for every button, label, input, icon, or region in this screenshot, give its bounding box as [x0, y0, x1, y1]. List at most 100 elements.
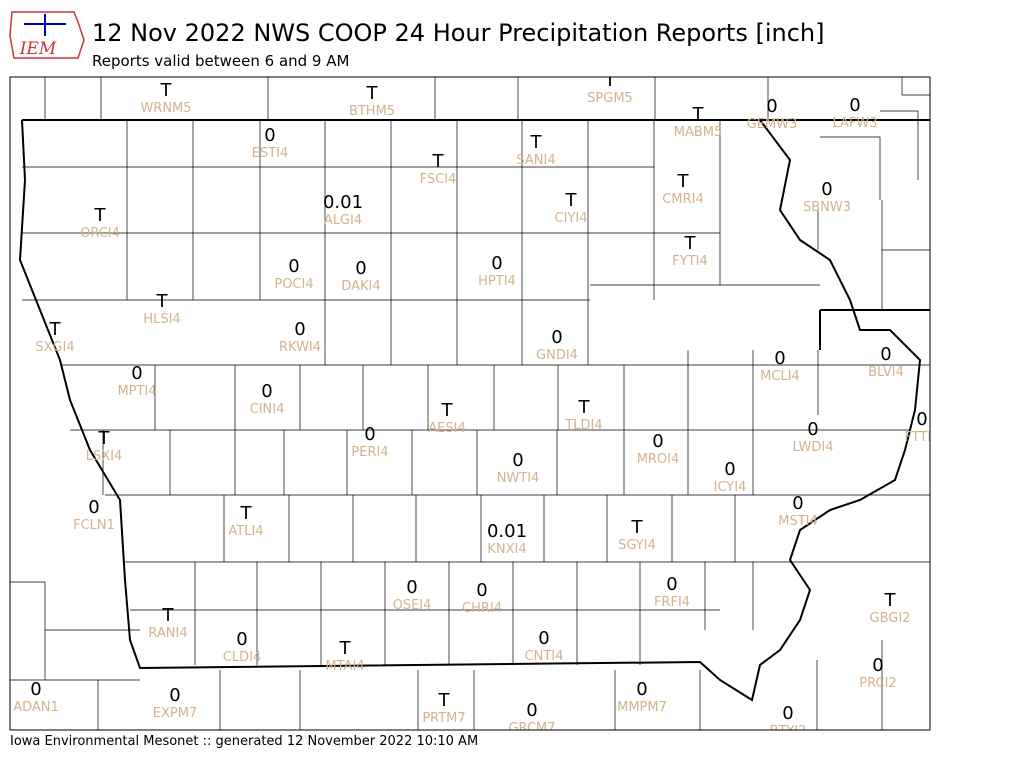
station-value: 0 [491, 253, 502, 274]
station-id: LAFW3 [832, 116, 877, 131]
station-value: 0 [652, 431, 663, 452]
logo-text: IEM [19, 39, 57, 59]
station-value: 0 [766, 96, 777, 117]
station-id: FYTI4 [672, 254, 707, 269]
station-value: 0 [364, 424, 375, 445]
subtitle: Reports valid between 6 and 9 AM [92, 52, 349, 70]
station-id: EXPM7 [153, 706, 197, 721]
station-value: 0.01 [323, 192, 363, 213]
station-value: 0 [774, 348, 785, 369]
station-id: MROI4 [637, 452, 680, 467]
station-id: MTAI4 [325, 659, 364, 674]
station-id: SXGI4 [35, 340, 74, 355]
logo: IEM [9, 11, 85, 59]
station-value: 0 [916, 409, 927, 430]
station-value: 0 [849, 95, 860, 116]
station-id: BTHM5 [349, 104, 395, 119]
station-value: T [98, 428, 111, 449]
station-id: CLDI4 [223, 650, 261, 665]
station-id: OSEI4 [393, 598, 432, 613]
station-value: 0 [538, 628, 549, 649]
station-value: T [441, 400, 454, 421]
station-value: 0 [551, 327, 562, 348]
station-value: 0 [294, 319, 305, 340]
station-id: FSCI4 [420, 172, 457, 187]
station-value: 0 [476, 580, 487, 601]
station-value: T [339, 638, 352, 659]
station-id: PRCI2 [859, 676, 896, 691]
station-id: MPTI4 [117, 384, 156, 399]
station-value: 0 [872, 655, 883, 676]
footer: Iowa Environmental Mesonet :: generated … [10, 734, 478, 749]
map: TWRNM5TBTHM5TSPGM5TMABM50GEMW30LAFW30EST… [10, 70, 930, 736]
station-id: MABM5 [674, 125, 723, 140]
station-value: T [432, 151, 445, 172]
station-value: T [684, 233, 697, 254]
station-id: GRCM7 [508, 721, 555, 736]
station-value: 0 [355, 258, 366, 279]
station-value: 0 [512, 450, 523, 471]
station-value: 0 [636, 679, 647, 700]
station-value: 0 [782, 703, 793, 724]
station-value: 0 [724, 459, 735, 480]
station-value: T [438, 690, 451, 711]
station-id: TLDI4 [564, 418, 602, 433]
station-value: 0 [880, 344, 891, 365]
station-id: WRNM5 [140, 101, 191, 116]
station-value: 0 [131, 363, 142, 384]
station-value: 0 [666, 574, 677, 595]
station-value: 0 [526, 700, 537, 721]
station-id: HLSI4 [143, 312, 180, 327]
station-id: GBGI2 [870, 611, 911, 626]
station-id: GNDI4 [536, 348, 578, 363]
station-id: CHRI4 [462, 601, 502, 616]
station-value: 0 [821, 179, 832, 200]
station-value: T [604, 70, 617, 91]
station-id: ESTI4 [252, 146, 289, 161]
station-id: DAKI4 [341, 279, 380, 294]
station-id: KNXI4 [487, 542, 526, 557]
station-id: ADAN1 [13, 700, 59, 715]
station-id: SANI4 [516, 153, 555, 168]
station-id: POCI4 [274, 277, 313, 292]
station-value: 0 [30, 679, 41, 700]
station-id: CIYI4 [555, 211, 588, 226]
station-id: SBNW3 [803, 200, 851, 215]
station-value: T [692, 104, 705, 125]
station-value: 0 [792, 493, 803, 514]
station-id: MMPM7 [617, 700, 667, 715]
station-id: PERI4 [351, 445, 388, 460]
station-id: NWTI4 [497, 471, 540, 486]
station-value: 0.01 [487, 521, 527, 542]
stations: TWRNM5TBTHM5TSPGM5TMABM50GEMW30LAFW30EST… [13, 70, 930, 736]
station-value: T [631, 517, 644, 538]
station-value: 0 [807, 419, 818, 440]
station-value: T [156, 291, 169, 312]
station-id: ALGI4 [324, 213, 362, 228]
station-id: RKWI4 [279, 340, 321, 355]
station-value: T [240, 503, 253, 524]
station-value: T [565, 190, 578, 211]
station-value: 0 [169, 685, 180, 706]
title: 12 Nov 2022 NWS COOP 24 Hour Precipitati… [92, 19, 824, 47]
station-value: 0 [264, 125, 275, 146]
station-id: CNTI4 [525, 649, 564, 664]
station-value: 0 [88, 497, 99, 518]
station-value: T [677, 171, 690, 192]
station-value: T [366, 83, 379, 104]
station-value: 0 [288, 256, 299, 277]
station-id: AESI4 [428, 421, 465, 436]
station-value: T [884, 590, 897, 611]
station-value: T [160, 80, 173, 101]
station-value: T [49, 319, 62, 340]
station-value: T [94, 205, 107, 226]
station-id: RANI4 [148, 626, 187, 641]
station-id: BLVI4 [868, 365, 904, 380]
station-id: GEMW3 [747, 117, 798, 132]
station-id: LWDI4 [792, 440, 833, 455]
station-id: LSXI4 [86, 449, 123, 464]
station-value: 0 [261, 381, 272, 402]
station-id: ICYI4 [714, 480, 747, 495]
station-id: CMRI4 [662, 192, 703, 207]
